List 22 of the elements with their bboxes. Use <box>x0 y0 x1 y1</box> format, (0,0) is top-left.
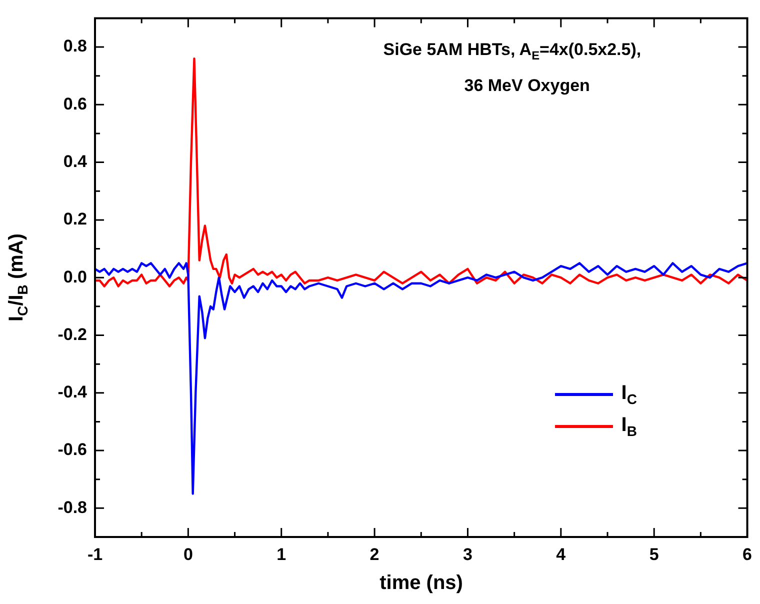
y-tick-label: 0.8 <box>63 36 87 56</box>
x-tick-label: 6 <box>742 544 752 564</box>
annotation: SiGe 5AM HBTs, A$_{E}$=4x(0.5x2.5), <box>383 40 642 63</box>
x-tick-label: 0 <box>183 544 193 564</box>
x-tick-label: 4 <box>556 544 566 564</box>
y-tick-label: 0.0 <box>63 267 87 286</box>
y-tick-label: 0.4 <box>63 152 88 171</box>
y-tick-label: -0.6 <box>58 440 87 460</box>
legend-label: I$_{B}$ <box>621 414 637 438</box>
annotation: 36 MeV Oxygen <box>464 76 590 96</box>
y-tick-label: -0.2 <box>58 324 87 344</box>
x-tick-label: 2 <box>370 544 380 564</box>
y-tick-label: -0.4 <box>58 382 88 402</box>
y-tick-label: 0.2 <box>63 210 87 229</box>
x-tick-label: 3 <box>462 544 472 564</box>
x-tick-label: -1 <box>87 544 103 564</box>
x-tick-label: 1 <box>276 544 286 564</box>
y-tick-label: 0.6 <box>63 94 87 114</box>
x-axis-title: time (ns) <box>380 572 463 595</box>
legend-label: I$_{C}$ <box>621 382 637 406</box>
x-tick-label: 5 <box>649 544 659 564</box>
y-tick-label: -0.8 <box>58 498 87 517</box>
